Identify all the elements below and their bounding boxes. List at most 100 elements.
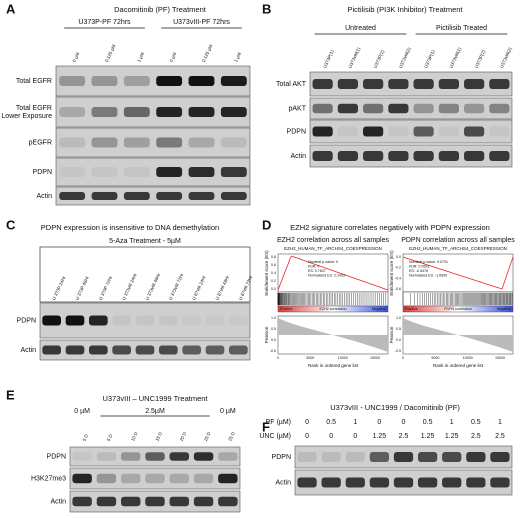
- pearson-tick: 1.0: [271, 316, 276, 320]
- pf-dose: 0: [402, 419, 406, 426]
- blot-band: [363, 151, 384, 161]
- blot-band: [123, 167, 150, 177]
- blot-band: [188, 107, 215, 117]
- blot-band: [193, 452, 214, 461]
- lane-label: 20 D: [179, 431, 188, 442]
- es-tick: 0.4: [271, 271, 276, 275]
- blot-band: [159, 315, 178, 326]
- blot-band: [464, 151, 485, 161]
- es-tick: 0.6: [271, 263, 276, 267]
- unc-dose: 0: [305, 433, 309, 440]
- blot-band: [182, 345, 201, 355]
- es-stat: Normalized ES: -1.6699: [409, 273, 447, 277]
- pf-dose: 1: [450, 419, 454, 426]
- es-stat: Normalized ES: 2.1433: [308, 273, 345, 277]
- blot-band: [489, 126, 510, 137]
- row-label: UNC (µM): [259, 433, 291, 440]
- unc-dose: 0: [353, 433, 357, 440]
- blot-band: [312, 79, 333, 89]
- es-tick: 0.8: [271, 255, 276, 259]
- blot-band: [121, 496, 141, 507]
- blot-band: [464, 103, 485, 114]
- es-stat: FDR: 0.0593: [409, 264, 429, 268]
- blot-band: [413, 103, 434, 114]
- es-stat: FDR: 0: [308, 264, 319, 268]
- es-tick: 0.0: [396, 255, 401, 259]
- plot-title: EZH2 correlation across all samples: [277, 237, 390, 244]
- row-label: pEGFR: [29, 139, 52, 146]
- blot-band: [169, 473, 189, 484]
- pearson-tick: 0.5: [271, 327, 276, 331]
- blot-band: [345, 452, 365, 462]
- panel-title: EZH2 signature correlates negatively wit…: [290, 223, 490, 232]
- es-stat: ES: 0.7607: [308, 269, 326, 273]
- lane-label: 5 D: [106, 433, 114, 442]
- blot-band: [169, 496, 189, 507]
- lane-label: U 373P 24Hr: [51, 275, 67, 301]
- pearson-tick: 0.0: [396, 338, 401, 342]
- blot-band: [96, 473, 117, 484]
- blot-band: [220, 167, 247, 177]
- blot-band: [312, 126, 333, 137]
- lane-label: 1 µM: [233, 51, 242, 62]
- row-label: PDPN: [17, 317, 36, 324]
- panel-label: F: [262, 419, 270, 434]
- unc-dose: 0: [329, 433, 333, 440]
- unc-dose: 1.25: [373, 433, 387, 440]
- lane-label: U373vIII(2): [398, 46, 412, 69]
- group-label: Pictilisib Treated: [436, 25, 487, 32]
- blot-band: [220, 137, 247, 148]
- lane-label: U373vIII(1): [347, 46, 361, 69]
- row-label: Actin: [290, 153, 306, 160]
- blot-band: [59, 76, 86, 86]
- x-tick: 15000: [495, 356, 505, 360]
- blot-band: [438, 151, 459, 161]
- blot-band: [206, 316, 225, 326]
- blot-band: [188, 167, 215, 177]
- row-label: PDPN: [272, 454, 291, 461]
- blot-band: [388, 79, 409, 89]
- blot-band: [321, 452, 341, 462]
- rank-bar-label: Negative: [497, 307, 511, 311]
- x-tick: 15000: [370, 356, 380, 360]
- lane-label: U 373P 48Hr: [74, 275, 90, 301]
- blot-band: [442, 452, 462, 462]
- row-label: Actin: [50, 498, 66, 505]
- blot-band: [112, 315, 131, 326]
- blot-band: [121, 473, 141, 484]
- blot-band: [489, 103, 510, 114]
- es-tick: -0.6: [395, 287, 401, 291]
- group-label: U373vIII-PF 72hrs: [173, 19, 230, 26]
- panel-label: A: [6, 1, 16, 16]
- rank-bar-label: EZH2 correlation: [320, 307, 347, 311]
- pearson-tick: 0.0: [271, 338, 276, 342]
- es-tick: 0.0: [271, 287, 276, 291]
- blot-band: [388, 126, 409, 137]
- blot-band: [321, 477, 341, 488]
- plot-title: PDPN correlation across all samples: [401, 237, 515, 244]
- blot-band: [388, 151, 409, 161]
- blot-band: [59, 167, 86, 177]
- blot-band: [72, 496, 92, 507]
- pearson-axis-label: Pearson: [264, 326, 269, 343]
- lane-label: U373P(2): [373, 49, 386, 69]
- lane-label: 0 µM: [72, 51, 81, 62]
- x-tick: 10000: [463, 356, 473, 360]
- row-label: PDPN: [33, 169, 52, 176]
- blot-band: [188, 191, 215, 201]
- treatment-title: Dacomitinib (PF) Treatment: [114, 5, 207, 14]
- x-tick: 5000: [306, 356, 314, 360]
- blot-band: [156, 107, 183, 117]
- rank-bar-label: Positive: [405, 307, 418, 311]
- rank-bar: [402, 305, 514, 313]
- row-label: Actin: [36, 193, 52, 200]
- rank-bar-label: Positive: [280, 307, 293, 311]
- rank-bar-label: Negative: [372, 307, 386, 311]
- blot-band: [438, 126, 459, 137]
- blot-band: [89, 315, 108, 326]
- blot-band: [413, 126, 434, 137]
- panel-label: B: [262, 1, 271, 16]
- lane-label: 25 D: [227, 431, 236, 442]
- unc-dose: 1.25: [445, 433, 459, 440]
